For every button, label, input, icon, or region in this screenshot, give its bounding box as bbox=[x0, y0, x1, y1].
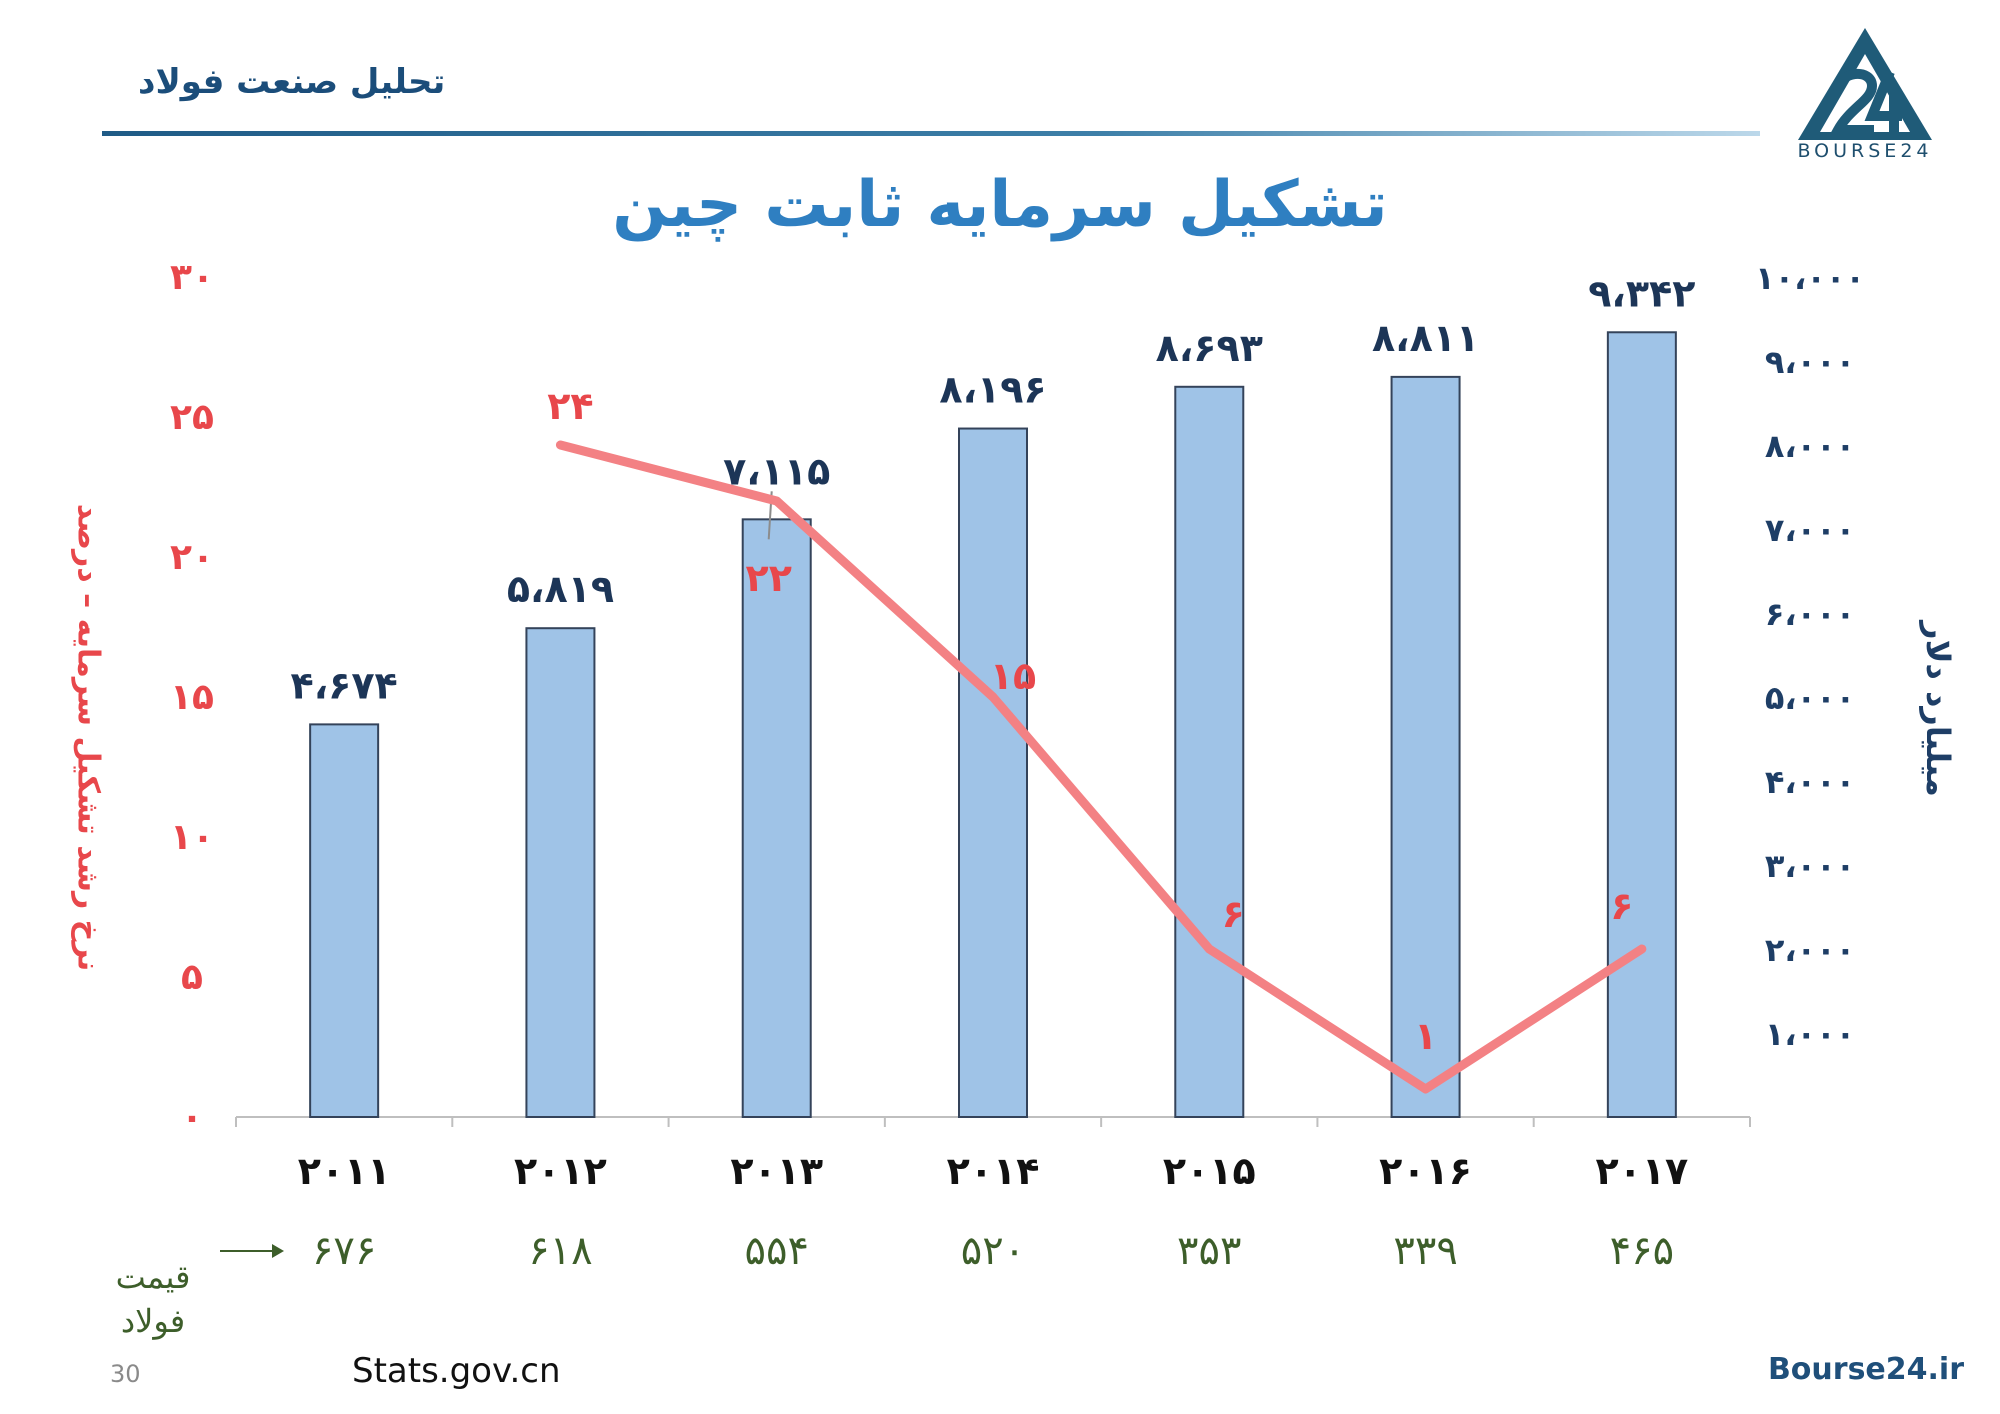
growth-rate-line bbox=[555, 440, 1647, 1094]
left-axis-tick-label: ۱۵ bbox=[170, 677, 214, 718]
right-axis-tick-label: ۹،۰۰۰ bbox=[1765, 343, 1855, 381]
source-stats-gov: Stats.gov.cn bbox=[352, 1351, 561, 1391]
steel-price-value: ۵۲۰ bbox=[961, 1228, 1025, 1274]
bar-data-label: ۴،۶۷۴ bbox=[291, 663, 398, 707]
bar-series bbox=[309, 331, 1677, 1119]
category-label: ۲۰۱۳ bbox=[730, 1149, 823, 1193]
bar bbox=[1606, 331, 1677, 1119]
right-axis-tick-label: ۱،۰۰۰ bbox=[1765, 1015, 1855, 1053]
steel-price-value: ۵۵۴ bbox=[744, 1228, 808, 1274]
left-axis-tick-labels: ۰ ۵ ۱۰ ۱۵ ۲۰ ۲۵ ۳۰ bbox=[170, 257, 214, 1138]
header-divider bbox=[102, 131, 1760, 136]
bar bbox=[309, 723, 380, 1118]
right-axis-tick-label: ۷،۰۰۰ bbox=[1765, 511, 1855, 549]
line-data-label: ۶ bbox=[1222, 892, 1245, 936]
right-axis-tick-label: ۲،۰۰۰ bbox=[1765, 931, 1855, 969]
line-data-label: ۶ bbox=[1610, 884, 1633, 928]
bar-data-label: ۸،۱۹۶ bbox=[939, 368, 1046, 412]
line-data-label: ۱۵ bbox=[990, 654, 1036, 698]
category-label: ۲۰۱۲ bbox=[514, 1149, 607, 1193]
bar bbox=[1174, 385, 1245, 1118]
bar-data-label: ۹،۳۴۲ bbox=[1588, 271, 1695, 315]
bar-data-label: ۸،۶۹۳ bbox=[1156, 326, 1263, 370]
page-number: 30 bbox=[110, 1360, 141, 1388]
right-axis-title: میلیارد دلار bbox=[1919, 621, 1957, 797]
steel-price-labels: ۶۷۶ ۶۱۸ ۵۵۴ ۵۲۰ ۳۵۳ ۳۳۹ ۴۶۵ bbox=[312, 1228, 1674, 1274]
left-axis-tick-label: ۰ bbox=[181, 1097, 203, 1138]
category-label: ۲۰۱۱ bbox=[298, 1149, 391, 1193]
left-axis-tick-label: ۱۰ bbox=[170, 817, 214, 858]
bourse24-logo-icon bbox=[1798, 28, 1932, 140]
category-labels: ۲۰۱۱ ۲۰۱۲ ۲۰۱۳ ۲۰۱۴ ۲۰۱۵ ۲۰۱۶ ۲۰۱۷ bbox=[298, 1149, 1688, 1193]
bar bbox=[741, 518, 812, 1118]
line-data-label: ۲۲ bbox=[746, 556, 792, 600]
bar-data-label: ۵،۸۱۹ bbox=[507, 567, 614, 611]
category-label: ۲۰۱۴ bbox=[947, 1149, 1040, 1193]
category-label: ۲۰۱۷ bbox=[1595, 1149, 1688, 1193]
line-data-label: ۱ bbox=[1414, 1014, 1437, 1058]
right-axis-tick-label: ۶،۰۰۰ bbox=[1765, 595, 1855, 633]
left-axis-tick-label: ۵ bbox=[181, 957, 203, 998]
right-axis-tick-labels: ۱،۰۰۰ ۲،۰۰۰ ۳،۰۰۰ ۴،۰۰۰ ۵،۰۰۰ ۶،۰۰۰ ۷،۰۰۰ ۸،۰۰۰… bbox=[1755, 259, 1865, 1053]
left-axis-tick-label: ۲۰ bbox=[170, 537, 214, 578]
arrow-icon bbox=[220, 1244, 284, 1258]
right-axis-tick-label: ۵،۰۰۰ bbox=[1765, 679, 1855, 717]
steel-price-value: ۶۱۸ bbox=[528, 1228, 592, 1274]
steel-price-value: ۴۶۵ bbox=[1610, 1228, 1674, 1274]
right-axis-tick-label: ۱۰،۰۰۰ bbox=[1755, 259, 1865, 297]
line-data-label: ۲۴ bbox=[547, 384, 593, 428]
right-axis-tick-label: ۴،۰۰۰ bbox=[1765, 763, 1855, 801]
bar bbox=[958, 427, 1028, 1118]
category-label: ۲۰۱۵ bbox=[1163, 1149, 1256, 1193]
line-data-labels: ۲۴ ۲۲ ۱۵ ۶ ۱ ۶ bbox=[547, 384, 1633, 1058]
right-axis-tick-label: ۸،۰۰۰ bbox=[1765, 427, 1855, 465]
chart-title: تشکیل سرمایه ثابت چین bbox=[612, 168, 1388, 242]
category-label: ۲۰۱۶ bbox=[1379, 1149, 1472, 1193]
source-bourse24: Bourse24.ir bbox=[1767, 1352, 1964, 1387]
steel-price-label: قیمت فولاد bbox=[115, 1258, 191, 1340]
left-axis-tick-label: ۲۵ bbox=[170, 397, 214, 438]
steel-price-value: ۳۳۹ bbox=[1393, 1228, 1457, 1274]
bar bbox=[525, 627, 596, 1118]
bar-data-label: ۷،۱۱۵ bbox=[723, 449, 830, 493]
bar-data-labels: ۴،۶۷۴ ۵،۸۱۹ ۷،۱۱۵ ۸،۱۹۶ ۸،۶۹۳ ۸،۸۱۱ ۹،۳۴۲ bbox=[291, 271, 1696, 707]
bar bbox=[1390, 375, 1461, 1119]
steel-price-value: ۶۷۶ bbox=[312, 1228, 376, 1274]
header-title: تحلیل صنعت فولاد bbox=[138, 62, 446, 102]
left-axis-title: نرخ رشد تشکیل سرمایه – درصد bbox=[70, 503, 106, 972]
x-axis-ticks bbox=[235, 1117, 1751, 1127]
steel-price-value: ۳۵۳ bbox=[1177, 1228, 1241, 1274]
bar-data-label: ۸،۸۱۱ bbox=[1372, 316, 1479, 360]
logo-text: BOURSE24 bbox=[1797, 140, 1933, 162]
left-axis-tick-label: ۳۰ bbox=[170, 257, 214, 298]
right-axis-tick-label: ۳،۰۰۰ bbox=[1765, 847, 1855, 885]
